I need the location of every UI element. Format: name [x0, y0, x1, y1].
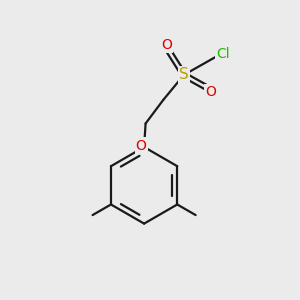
- Text: O: O: [161, 38, 172, 52]
- Text: O: O: [136, 139, 147, 153]
- Text: S: S: [179, 68, 189, 82]
- Text: Cl: Cl: [216, 47, 230, 61]
- Text: O: O: [205, 85, 216, 99]
